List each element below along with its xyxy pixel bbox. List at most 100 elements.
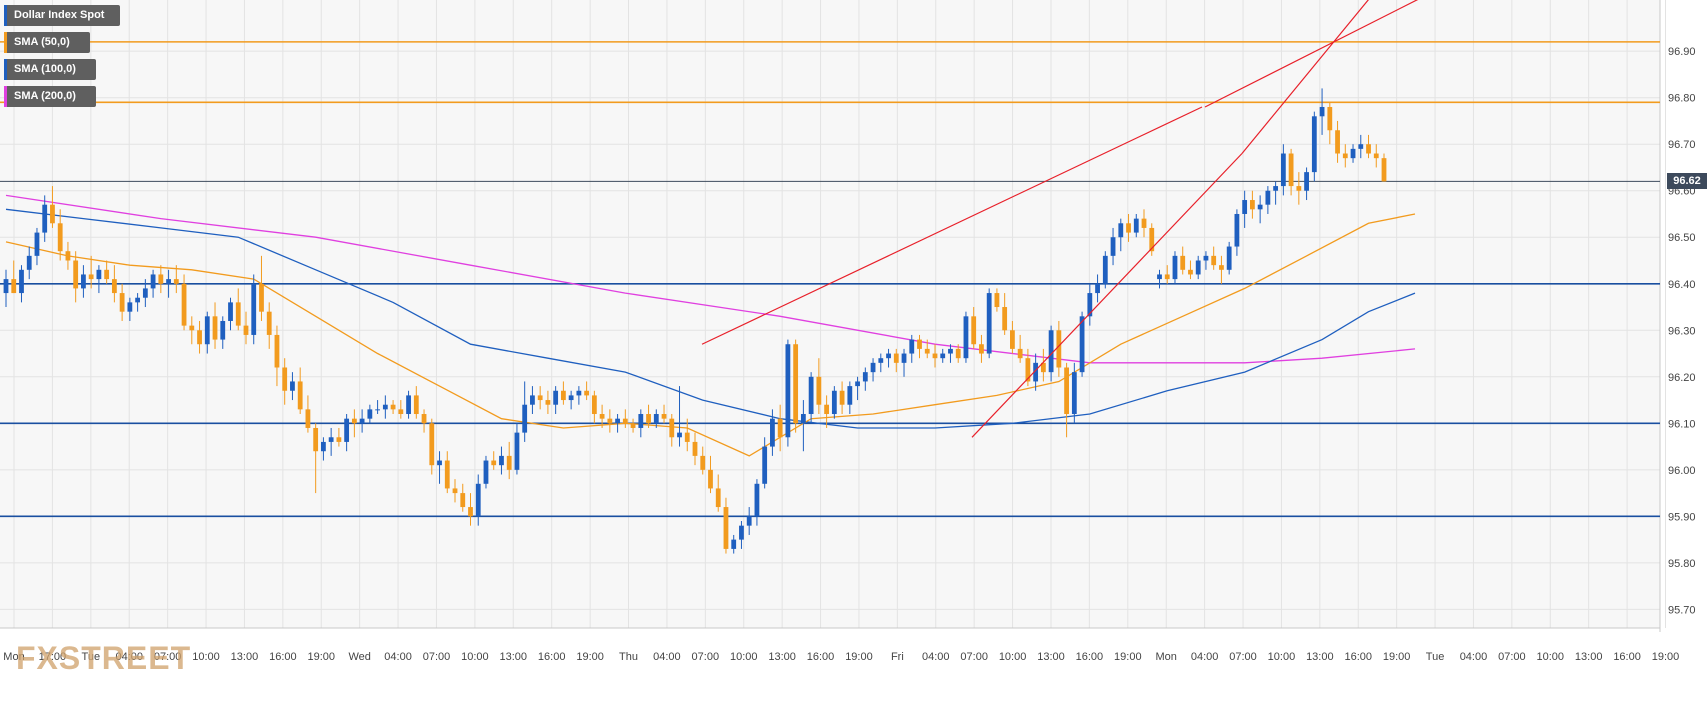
x-tick-label: 07:00 xyxy=(960,651,988,663)
y-tick-label: 96.90 xyxy=(1668,46,1696,58)
candle-body xyxy=(646,414,651,424)
x-tick-label: 17:00 xyxy=(39,651,67,663)
candle-body xyxy=(824,404,830,415)
candle-body xyxy=(739,525,744,540)
candle-body xyxy=(290,381,295,391)
candle-body xyxy=(181,283,187,326)
candle-body xyxy=(119,293,125,312)
x-tick-label: 13:00 xyxy=(1037,651,1065,663)
candle-body xyxy=(297,381,303,410)
candle-body xyxy=(793,344,799,424)
y-tick-label: 95.70 xyxy=(1668,604,1696,616)
candle-body xyxy=(1219,265,1224,270)
candle-body xyxy=(1141,218,1147,228)
candle-body xyxy=(375,409,380,411)
candle-body xyxy=(1327,106,1333,131)
x-tick-label: 10:00 xyxy=(1537,651,1565,663)
sma-50-line xyxy=(5,213,1416,457)
candle-body xyxy=(1366,144,1371,154)
candle-body xyxy=(1002,307,1008,331)
candle-body xyxy=(1025,358,1031,382)
legend-label: SMA (100,0) xyxy=(14,63,76,75)
legend-sma-100[interactable]: SMA (100,0) xyxy=(4,59,96,80)
candle-body xyxy=(917,339,922,349)
candle-body xyxy=(1288,153,1294,187)
x-tick-label: 10:00 xyxy=(999,651,1027,663)
candle-body xyxy=(932,353,938,359)
candle-body xyxy=(777,418,783,438)
candle-body xyxy=(971,316,977,345)
candle-body xyxy=(1373,153,1379,159)
candle-body xyxy=(979,344,984,354)
trendline xyxy=(1241,0,1369,154)
x-tick-label: Fri xyxy=(891,651,904,663)
legend-sma-200[interactable]: SMA (200,0) xyxy=(4,86,96,107)
candle-body xyxy=(901,353,907,363)
y-tick-label: 95.80 xyxy=(1668,558,1696,570)
candle-body xyxy=(1010,330,1015,349)
x-tick-label: 04:00 xyxy=(1191,651,1219,663)
candle-body xyxy=(537,395,543,401)
candle-body xyxy=(1040,362,1046,373)
candle-body xyxy=(1157,274,1162,280)
candle-body xyxy=(127,302,133,312)
candle-body xyxy=(1257,204,1263,210)
candle-body xyxy=(42,204,48,233)
candle-body xyxy=(359,418,365,424)
candle-body xyxy=(1249,200,1255,210)
legend-color-swatch xyxy=(4,5,7,26)
x-tick-label: 07:00 xyxy=(692,651,720,663)
candle-body xyxy=(1273,186,1279,191)
candle-body xyxy=(305,409,311,428)
candle-body xyxy=(924,348,930,354)
candle-body xyxy=(553,390,559,405)
candle-body xyxy=(282,367,288,391)
candle-body xyxy=(886,353,891,359)
candle-body xyxy=(816,376,822,405)
candle-body xyxy=(475,483,481,517)
candle-body xyxy=(1149,227,1155,252)
candle-body xyxy=(351,418,357,424)
candle-body xyxy=(173,279,179,284)
candle-body xyxy=(653,414,659,424)
x-tick-label: 13:00 xyxy=(1575,651,1603,663)
candle-body xyxy=(452,488,458,494)
candle-body xyxy=(994,293,1000,308)
candle-body xyxy=(150,274,156,289)
candle-body xyxy=(336,437,342,442)
legend-dollar-index-spot[interactable]: Dollar Index Spot xyxy=(4,5,120,26)
candle-body xyxy=(243,325,249,335)
candle-body xyxy=(390,404,396,410)
candle-body xyxy=(382,404,388,410)
candle-body xyxy=(1033,362,1039,382)
candle-body xyxy=(50,204,55,224)
candle-body xyxy=(499,455,504,466)
x-tick-label: 16:00 xyxy=(269,651,297,663)
candle-body xyxy=(568,395,574,401)
candle-body xyxy=(1242,200,1248,214)
candle-body xyxy=(1017,348,1023,359)
legend-sma-50[interactable]: SMA (50,0) xyxy=(4,32,90,53)
candle-body xyxy=(1296,186,1302,191)
x-tick-label: 07:00 xyxy=(154,651,182,663)
candle-body xyxy=(1087,293,1093,317)
trendline xyxy=(971,153,1243,438)
candle-body xyxy=(398,409,404,415)
candle-body xyxy=(1102,255,1108,284)
y-tick-label: 95.90 xyxy=(1668,511,1696,523)
x-tick-label: 10:00 xyxy=(730,651,758,663)
candle-body xyxy=(1095,283,1100,294)
x-tick-label: 16:00 xyxy=(538,651,566,663)
x-tick-label: 04:00 xyxy=(922,651,950,663)
candle-body xyxy=(800,414,806,424)
x-tick-label: 10:00 xyxy=(461,651,489,663)
candle-body xyxy=(847,386,853,405)
candle-body xyxy=(684,432,690,442)
x-tick-label: 19:00 xyxy=(1652,651,1680,663)
candle-body xyxy=(1172,255,1178,280)
candle-body xyxy=(855,381,860,387)
current-price-tag: 96.62 xyxy=(1667,173,1707,190)
x-tick-label: 19:00 xyxy=(307,651,335,663)
